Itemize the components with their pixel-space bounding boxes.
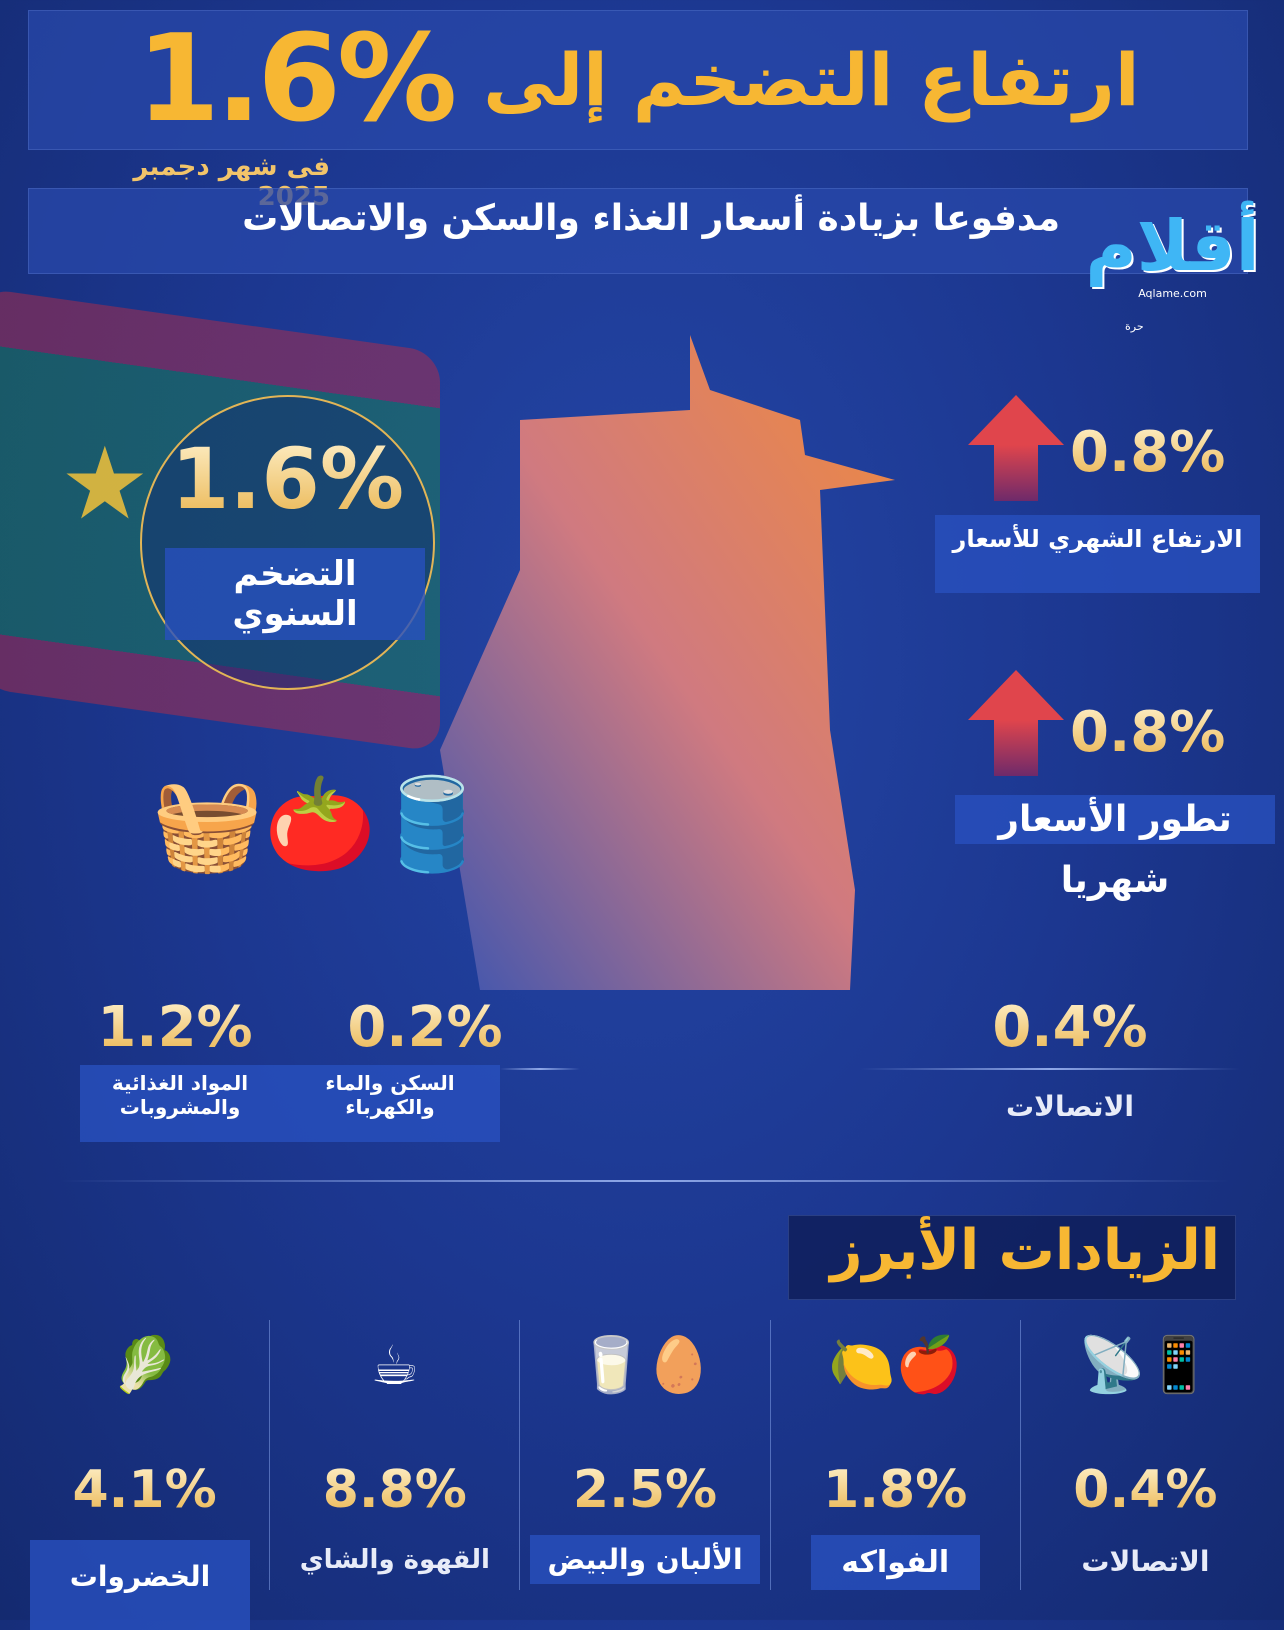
- logo: أقلام Aqlame.com حرة: [1085, 205, 1260, 333]
- annual-value: 1.6%: [140, 430, 435, 528]
- subtitle-banner: [28, 188, 1248, 274]
- increases-title: الزيادات الأبرز: [830, 1218, 1220, 1283]
- title-value: 1.6%: [136, 10, 457, 149]
- coffee-icon: ☕: [370, 1333, 419, 1397]
- telecom-value: 0.4%: [980, 995, 1160, 1060]
- divider: [500, 1068, 580, 1070]
- increase-item-coffee-tea: ☕ 8.8% القهوة والشاي: [270, 1320, 519, 1620]
- divider: [519, 1320, 521, 1590]
- monthly-trend-value: 0.8%: [1070, 700, 1226, 765]
- fruit-icon: 🍋🍎: [827, 1333, 963, 1396]
- monthly-trend-label-2: شهريا: [1060, 860, 1170, 901]
- divider: [1019, 1320, 1021, 1590]
- arrow-up-icon: [968, 395, 1064, 501]
- housing-label: السكن والماء والكهرباء: [280, 1065, 500, 1142]
- arrow-up-icon: [968, 670, 1064, 776]
- increase-item-vegetables: 🥬 4.1% الخضروات: [20, 1320, 269, 1630]
- page-title: ارتفاع التضخم إلى: [483, 38, 1140, 122]
- monthly-trend-label: تطور الأسعار: [955, 795, 1275, 844]
- divider: [269, 1320, 271, 1590]
- vegetable-basket-icon: 🥬: [110, 1333, 179, 1396]
- food-label: المواد الغذائية والمشروبات: [80, 1065, 280, 1142]
- divider: [860, 1068, 1240, 1070]
- divider: [769, 1320, 771, 1590]
- telecom-icon: 📡📱: [1078, 1333, 1213, 1396]
- monthly-rise-value: 0.8%: [1070, 420, 1226, 485]
- food-value: 1.2%: [95, 995, 255, 1060]
- increase-item-fruits: 🍋🍎 1.8% الفواكه: [771, 1320, 1020, 1620]
- section-divider: [60, 1180, 1230, 1182]
- telecom-label: الاتصالات: [1005, 1090, 1135, 1123]
- monthly-rise-label: الارتفاع الشهري للأسعار: [935, 515, 1260, 593]
- subtitle: مدفوعا بزيادة أسعار الغذاء والسكن والاتص…: [242, 198, 1060, 239]
- housing-value: 0.2%: [340, 995, 510, 1060]
- title-banner: 1.6% ارتفاع التضخم إلى: [28, 10, 1248, 150]
- annual-inflation-circle: [140, 395, 435, 690]
- increase-item-dairy-eggs: 🥛🥚 2.5% الألبان والبيض: [520, 1320, 769, 1620]
- star-icon: ★: [60, 425, 150, 542]
- mauritania-map: [440, 335, 895, 990]
- food-basket-icon: 🧺🍅🛢️: [151, 772, 489, 877]
- increase-item-telecom: 📡📱 0.4% الاتصالات: [1021, 1320, 1270, 1620]
- increases-title-banner: [788, 1215, 1236, 1300]
- increases-row: 🥬 4.1% الخضروات ☕ 8.8% القهوة والشاي 🥛🥚 …: [20, 1320, 1270, 1630]
- milk-eggs-icon: 🥛🥚: [577, 1333, 713, 1396]
- annual-label: التضخم السنوي: [165, 548, 425, 640]
